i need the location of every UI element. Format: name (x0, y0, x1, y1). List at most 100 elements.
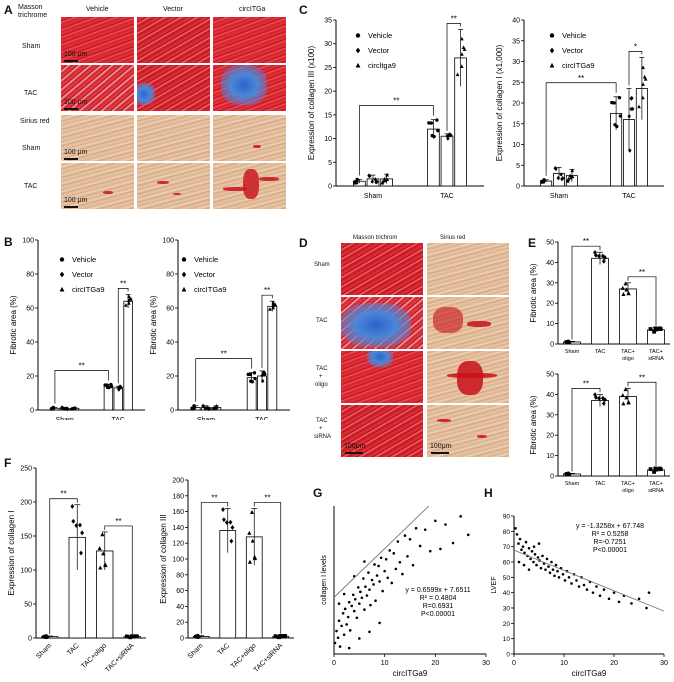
legend-entry: circITGa9 (562, 61, 595, 70)
data-point (541, 554, 544, 558)
x-tick-label: siRNA (648, 356, 664, 362)
x-tick-label: Sham (565, 349, 580, 355)
data-point (97, 546, 102, 551)
data-point (653, 466, 658, 471)
data-point (273, 634, 278, 639)
data-point (637, 104, 641, 109)
data-point (462, 47, 467, 51)
data-point (630, 602, 633, 605)
data-point (566, 177, 571, 181)
y-tick-label: 70 (503, 544, 511, 551)
data-point (343, 607, 347, 611)
data-point (129, 297, 133, 301)
y-tick-label: 15 (512, 121, 520, 128)
y-tick-label: 60 (503, 560, 511, 567)
data-point (250, 538, 255, 543)
data-point (383, 569, 386, 573)
y-tick-label: 30 (324, 41, 332, 48)
significance-bracket (200, 502, 229, 634)
x-tick-label: TAC+oligo (230, 642, 258, 670)
panel-d-row-plus: + (319, 374, 323, 380)
data-point (535, 563, 538, 567)
data-point (570, 168, 575, 173)
data-point (249, 510, 255, 515)
panel-e-label: E (528, 236, 537, 250)
data-point (359, 590, 362, 594)
bar (440, 135, 454, 187)
data-point (364, 585, 367, 588)
data-point (533, 553, 537, 556)
y-tick-label: 0 (550, 474, 554, 481)
y-tick-label: 40 (512, 18, 520, 25)
data-point (514, 526, 517, 530)
data-point (78, 522, 82, 528)
data-point (72, 405, 77, 410)
y-tick-label: 90 (503, 514, 511, 521)
panel-d-row-sirna: siRNA (314, 434, 332, 440)
y-tick-label: 40 (26, 340, 34, 347)
data-point (615, 124, 619, 129)
data-point (598, 594, 602, 598)
legend-entry: Vehicle (368, 31, 392, 40)
significance-bracket (571, 388, 601, 472)
data-point (350, 604, 354, 608)
data-point (527, 546, 531, 550)
data-point (384, 557, 388, 561)
fit-annotation: P<0.00001 (593, 547, 627, 554)
y-tick-label: 40 (546, 392, 554, 399)
data-point (100, 532, 105, 537)
histology-image (136, 16, 211, 64)
data-point (459, 36, 464, 41)
histology-image (340, 296, 424, 350)
panel-h-label: H (484, 486, 493, 500)
x-tick-label: TAC+ (649, 349, 663, 355)
x-tick-label: 30 (660, 660, 668, 667)
data-point (518, 537, 522, 541)
data-point (617, 95, 622, 100)
legend-entry: Vehicle (562, 31, 586, 40)
y-axis-label: collagen I levels (321, 555, 328, 605)
data-point (600, 395, 605, 401)
data-point (385, 172, 389, 177)
bar (647, 329, 665, 345)
data-point (575, 579, 578, 582)
data-point (348, 629, 352, 632)
data-point (355, 62, 361, 68)
y-tick-label: 15 (324, 112, 332, 119)
panel-c-label: C (299, 3, 308, 17)
data-point (561, 572, 565, 576)
x-group-label: TAC (440, 193, 453, 200)
y-tick-label: 50 (546, 372, 554, 379)
data-point (368, 588, 371, 591)
fit-annotation: R² = 0.5258 (592, 531, 629, 538)
data-point (657, 326, 662, 331)
x-tick-label: TAC+siRNA (253, 642, 285, 674)
data-point (567, 576, 571, 579)
chart-h: 0 10 20 30 0 10 20 30 40 50 60 70 80 90 circITGa9 LVEF y… (491, 514, 668, 679)
legend-entry: circITGa9 (72, 285, 105, 294)
scale-label: 100μm (344, 443, 366, 450)
x-tick-label: Sham (35, 642, 53, 660)
data-point (459, 64, 464, 68)
scale-bar (431, 452, 449, 454)
data-point (522, 563, 526, 567)
x-group-label: Sham (56, 417, 74, 420)
x-tick-label: Sham (187, 642, 205, 660)
y-tick-label: 0 (506, 652, 510, 659)
x-axis-label: circITGa9 (572, 669, 607, 678)
x-tick-label: 10 (381, 660, 389, 667)
x-tick-label: 0 (512, 660, 516, 667)
chart-f-right: 0 20 40 60 80 100 120 140 160 180 200 Expression of… (159, 478, 294, 674)
x-tick-label: 20 (610, 660, 618, 667)
data-point (523, 551, 526, 555)
y-tick-label: 80 (26, 272, 34, 279)
significance-label: ** (264, 493, 270, 502)
data-point (247, 559, 253, 564)
panel-d-col-sirius: Sirius red (440, 235, 466, 241)
data-point (373, 177, 377, 182)
scale-bar (64, 158, 78, 160)
data-point (436, 128, 440, 133)
data-point (392, 552, 396, 555)
data-point (577, 585, 581, 588)
data-point (126, 301, 131, 305)
